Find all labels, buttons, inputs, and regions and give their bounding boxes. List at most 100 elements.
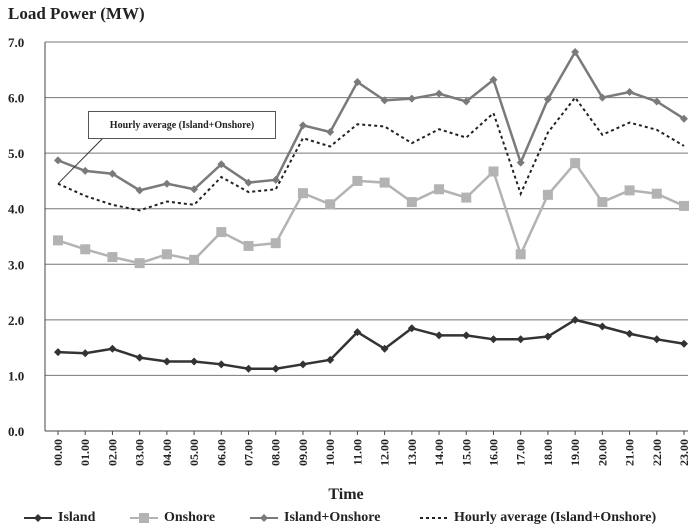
x-tick-label: 17.00: [514, 439, 528, 466]
series-1: [53, 158, 689, 269]
data-point: [108, 344, 117, 353]
data-point: [489, 335, 498, 344]
annotation-line: [57, 136, 105, 185]
data-point: [189, 254, 200, 265]
legend-label: Island: [58, 510, 96, 525]
data-point: [407, 94, 416, 103]
data-point: [625, 88, 634, 97]
data-point: [598, 93, 607, 102]
legend-swatch: [24, 514, 52, 522]
y-tick-label: 4.0: [8, 202, 24, 217]
x-tick-label: 23.00: [677, 439, 691, 466]
legend-marker: [139, 513, 149, 523]
x-tick-label: 03.00: [133, 439, 147, 466]
grid-lines: [44, 41, 688, 435]
data-point: [54, 156, 62, 165]
data-point: [297, 188, 308, 199]
x-tick-label: 16.00: [486, 439, 500, 466]
legend-label: Hourly average (Island+Onshore): [454, 510, 657, 525]
data-point: [81, 166, 90, 175]
data-point: [435, 331, 444, 340]
legend: Island Onshore Island+Onshore Hourly averag…: [0, 510, 692, 530]
series-line: [57, 161, 685, 265]
data-point: [353, 78, 362, 87]
data-series: [53, 48, 689, 373]
data-point: [515, 249, 526, 260]
data-point: [434, 184, 445, 195]
x-tick-label: 13.00: [405, 439, 419, 466]
data-point: [652, 335, 661, 344]
legend-item: Hourly average (Island+Onshore): [418, 510, 656, 526]
data-point: [190, 185, 199, 194]
x-tick-label: 11.00: [350, 439, 364, 465]
data-point: [216, 227, 227, 238]
data-point: [135, 186, 144, 195]
legend-swatch: [420, 517, 448, 519]
data-point: [271, 364, 280, 373]
data-point: [162, 357, 171, 366]
data-point: [298, 360, 307, 369]
x-tick-label: 20.00: [595, 439, 609, 466]
data-point: [244, 178, 253, 187]
x-tick-label: 10.00: [323, 439, 337, 466]
data-point: [597, 197, 608, 208]
x-tick-label: 08.00: [269, 439, 283, 466]
x-axis-label: Time: [328, 486, 364, 503]
data-point: [54, 348, 62, 357]
data-point: [571, 315, 580, 324]
x-tick-label: 02.00: [105, 439, 119, 466]
data-point: [542, 189, 553, 200]
x-tick-label: 14.00: [432, 439, 446, 466]
x-tick-label: 21.00: [623, 439, 637, 466]
y-tick-label: 2.0: [8, 313, 24, 328]
data-point: [379, 177, 390, 188]
x-tick-label: 09.00: [296, 439, 310, 466]
x-tick-label: 19.00: [568, 439, 582, 466]
y-tick-label: 7.0: [8, 35, 24, 50]
series-line: [57, 95, 685, 212]
legend-item: Island: [22, 510, 95, 526]
legend-item: Island+Onshore: [248, 510, 380, 526]
x-tick-label: 18.00: [541, 439, 555, 466]
annotation-pointer: [57, 136, 105, 185]
data-point: [134, 258, 145, 269]
y-tick-label: 6.0: [8, 91, 24, 106]
data-point: [543, 95, 552, 104]
data-point: [516, 158, 525, 167]
y-tick-label: 0.0: [8, 424, 24, 439]
y-tick-label: 3.0: [8, 257, 24, 272]
data-point: [489, 75, 498, 84]
data-point: [325, 199, 336, 210]
data-point: [652, 97, 661, 106]
series-line: [57, 49, 685, 192]
x-tick-label: 12.00: [378, 439, 392, 466]
data-point: [380, 344, 389, 353]
data-point: [326, 128, 335, 137]
data-point: [243, 240, 254, 251]
data-point: [598, 322, 607, 331]
data-point: [516, 335, 525, 344]
y-tick-labels: 0.0 1.0 2.0 3.0 4.0 5.0 6.0 7.0: [8, 35, 24, 439]
data-point: [680, 339, 688, 348]
data-point: [624, 185, 635, 196]
x-tick-label: 01.00: [78, 439, 92, 466]
data-point: [570, 158, 581, 169]
legend-label: Island+Onshore: [284, 510, 381, 525]
legend-marker: [260, 514, 268, 522]
data-point: [625, 329, 634, 338]
data-point: [217, 160, 226, 169]
data-point: [461, 192, 472, 203]
data-point: [651, 188, 662, 199]
series-2: [54, 48, 688, 195]
x-tick-label: 04.00: [160, 439, 174, 466]
legend-label: Onshore: [164, 510, 216, 525]
x-tick-label: 05.00: [187, 439, 201, 466]
data-point: [81, 349, 90, 358]
data-point: [435, 89, 444, 98]
data-point: [270, 238, 281, 249]
data-point: [161, 249, 172, 260]
data-point: [190, 357, 199, 366]
data-point: [244, 364, 253, 373]
y-tick-label: 5.0: [8, 146, 24, 161]
